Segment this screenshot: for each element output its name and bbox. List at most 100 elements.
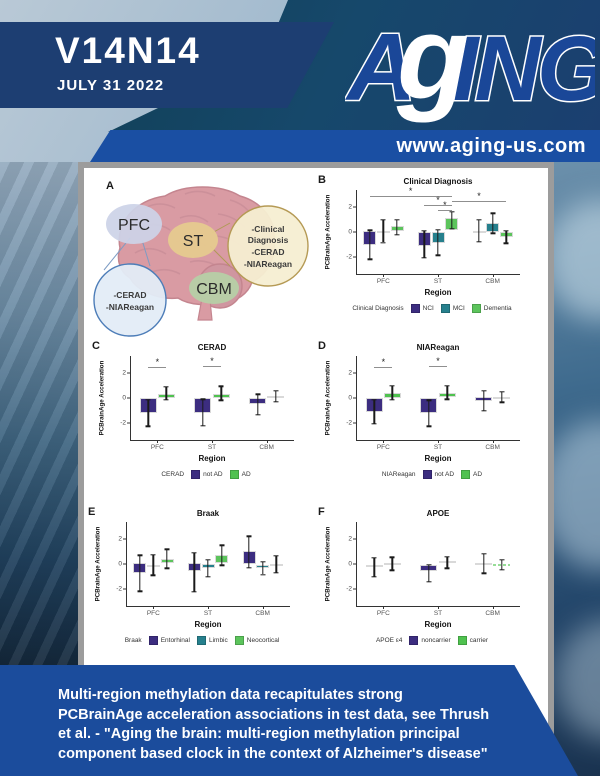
x-tick-label: PFC bbox=[376, 278, 390, 285]
x-tick-mark bbox=[383, 440, 385, 443]
significance-bracket bbox=[148, 367, 167, 369]
x-tick-mark bbox=[153, 606, 155, 609]
error-bar-cap bbox=[426, 399, 432, 402]
error-bar-cap bbox=[273, 389, 279, 392]
x-tick-mark bbox=[262, 606, 264, 609]
legend-item: Dementia bbox=[471, 304, 512, 313]
x-tick-mark bbox=[438, 606, 439, 609]
x-tick-label: ST bbox=[207, 444, 217, 451]
y-tick-mark bbox=[353, 563, 356, 565]
y-tick-label: 2 bbox=[118, 535, 122, 543]
y-tick-label: 0 bbox=[122, 394, 126, 402]
legend-item-label: NCI bbox=[422, 305, 434, 312]
error-bar-cap bbox=[449, 210, 455, 213]
error-bar bbox=[166, 549, 168, 569]
x-tick-label: CBM bbox=[259, 444, 274, 451]
panel-e-label: E bbox=[88, 506, 96, 518]
significance-star: * bbox=[436, 355, 440, 366]
significance-bracket bbox=[202, 365, 222, 367]
error-bar-cap bbox=[219, 544, 225, 547]
error-bar bbox=[152, 554, 155, 576]
error-bar-cap bbox=[380, 218, 386, 221]
footer-caption-line: et al. - "Aging the brain: multi-region … bbox=[58, 726, 460, 743]
significance-star: * bbox=[408, 186, 413, 197]
y-tick-mark bbox=[353, 538, 356, 540]
legend-item-label: Neocortical bbox=[246, 637, 280, 644]
error-bar-cap bbox=[490, 212, 496, 215]
x-tick-mark bbox=[383, 274, 385, 277]
y-tick-label: 2 bbox=[348, 535, 352, 543]
legend-swatch bbox=[234, 636, 244, 645]
legend-item-label: Dementia bbox=[483, 305, 512, 312]
y-tick-label: 0 bbox=[348, 560, 352, 568]
legend-swatch bbox=[409, 636, 419, 645]
error-bar bbox=[450, 211, 453, 229]
error-bar bbox=[138, 555, 141, 592]
legend-item-label: carrier bbox=[469, 637, 489, 644]
chart-title: NIAReagan bbox=[416, 343, 460, 352]
chart-legend: Clinical Diagnosis NCI MCI Dementia bbox=[318, 304, 546, 313]
error-bar-cap bbox=[246, 535, 252, 537]
error-bar bbox=[391, 557, 394, 571]
callout-left-line: -NIAReagan bbox=[106, 302, 154, 312]
panel-f-chart: F APOE PCBrainAge Acceleration -2 0 2 PFC ST CBM… bbox=[318, 506, 546, 668]
y-tick-mark bbox=[127, 397, 130, 399]
legend-item: carrier bbox=[457, 636, 489, 645]
x-axis-title: Region bbox=[198, 454, 226, 463]
panel-b-label: B bbox=[318, 174, 326, 186]
error-bar bbox=[446, 556, 448, 569]
y-tick-mark bbox=[353, 372, 356, 374]
volume-banner bbox=[0, 22, 334, 108]
error-bar-cap bbox=[481, 410, 487, 412]
callout-right-line: -Clinical bbox=[251, 224, 284, 234]
x-tick-mark bbox=[208, 606, 209, 609]
significance-bracket bbox=[374, 367, 393, 369]
error-bar-cap bbox=[389, 399, 395, 401]
error-bar-cap bbox=[444, 384, 450, 387]
legend-item: AD bbox=[461, 470, 482, 479]
st-callout-circle bbox=[227, 205, 309, 287]
error-bar-cap bbox=[371, 557, 377, 559]
x-tick-label: CBM bbox=[485, 610, 500, 617]
error-bar bbox=[368, 230, 371, 260]
panel-c-label: C bbox=[92, 340, 100, 352]
callout-line bbox=[103, 237, 131, 271]
significance-star: * bbox=[443, 199, 447, 210]
callout-right-line: -NIAReagan bbox=[244, 259, 292, 269]
error-bar-cap bbox=[145, 425, 151, 428]
x-tick-label: CBM bbox=[255, 610, 270, 617]
y-axis-label: PCBrainAge Acceleration bbox=[324, 194, 332, 270]
x-tick-label: PFC bbox=[376, 610, 390, 617]
st-label: ST bbox=[183, 233, 204, 250]
background-left-column bbox=[0, 162, 78, 672]
error-bar-cap bbox=[481, 572, 487, 574]
footer-caption: Multi-region methylation data recapitula… bbox=[58, 686, 548, 765]
panel-b-chart: B Clinical Diagnosis PCBrainAge Accelerati… bbox=[318, 174, 546, 336]
error-bar-cap bbox=[163, 399, 169, 401]
error-bar-cap bbox=[394, 234, 400, 236]
figure-panel: A PFC ST CBM -Clinical Diagnosis - bbox=[78, 162, 554, 736]
legend-item: Entorhinal bbox=[148, 636, 190, 645]
error-bar-cap bbox=[371, 576, 377, 578]
y-axis-label: PCBrainAge Acceleration bbox=[94, 526, 102, 602]
volume-label: V14N14 bbox=[55, 30, 201, 71]
error-bar-cap bbox=[246, 567, 252, 569]
y-axis-line bbox=[130, 356, 131, 440]
error-bar-cap bbox=[449, 228, 455, 230]
y-tick-label: 0 bbox=[348, 394, 352, 402]
footer-caption-line: PCBrainAge acceleration associations in … bbox=[58, 706, 490, 723]
chart-title: APOE bbox=[426, 509, 450, 518]
error-bar-cap bbox=[205, 558, 211, 561]
error-bar bbox=[482, 390, 485, 411]
significance-star: * bbox=[210, 355, 214, 366]
st-region bbox=[168, 222, 218, 258]
error-bar-cap bbox=[205, 576, 211, 578]
error-bar-cap bbox=[255, 393, 261, 395]
brain-diagram: PFC ST CBM -Clinical Diagnosis -CERAD -N… bbox=[93, 186, 309, 337]
panel-a-label: A bbox=[106, 180, 114, 192]
x-tick-mark bbox=[492, 440, 494, 443]
error-bar-cap bbox=[499, 568, 505, 571]
error-bar-cap bbox=[164, 567, 170, 570]
significance-star: * bbox=[436, 194, 440, 205]
error-bar-cap bbox=[389, 556, 395, 558]
